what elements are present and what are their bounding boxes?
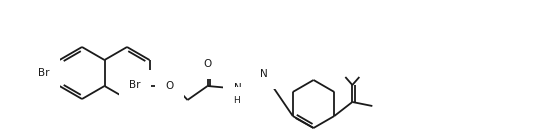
Text: O: O xyxy=(165,81,174,91)
Text: Br: Br xyxy=(38,68,49,78)
Text: H: H xyxy=(233,96,240,105)
Text: O: O xyxy=(203,59,211,69)
Text: N: N xyxy=(233,83,242,93)
Text: Br: Br xyxy=(129,80,140,90)
Text: N: N xyxy=(259,69,267,79)
